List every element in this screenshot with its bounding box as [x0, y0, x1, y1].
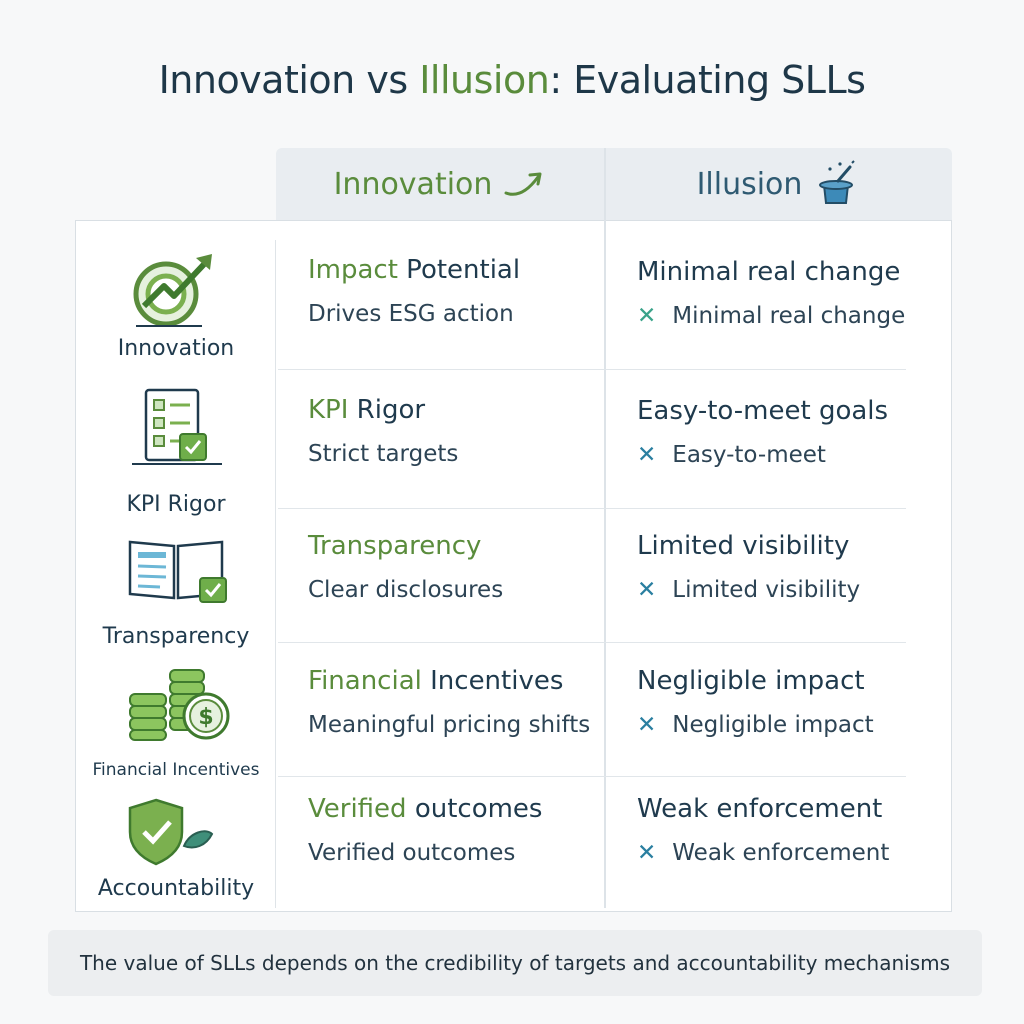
category-label: Transparency [102, 624, 250, 649]
cell-subtext: ✕ Weak enforcement [637, 840, 889, 866]
innovation-cell-financial: Financial Incentives Meaningful pricing … [308, 666, 590, 738]
category-kpi-rigor: KPI Rigor [78, 388, 274, 517]
page-title: Innovation vs Illusion: Evaluating SLLs [0, 58, 1024, 102]
column-header-illusion: Illusion [605, 148, 952, 220]
innovation-cell-kpi: KPI Rigor Strict targets [308, 395, 458, 467]
innovation-cell-accountability: Verified outcomes Verified outcomes [308, 794, 542, 866]
cell-heading-rest: Potential [397, 255, 521, 285]
cell-heading: Transparency [308, 531, 503, 561]
category-label: Innovation [117, 336, 235, 361]
cell-heading-rest: outcomes [406, 794, 543, 824]
category-accountability: Accountability [78, 796, 274, 901]
cell-subtext-text: Minimal real change [672, 303, 906, 329]
category-financial-incentives: $ Financial Incentives [78, 664, 274, 780]
row-separator [278, 776, 906, 777]
innovation-cell-impact: Impact Potential Drives ESG action [308, 255, 520, 327]
cell-heading: Verified outcomes [308, 794, 542, 824]
title-part-2: Illusion [419, 58, 550, 102]
cell-heading-accent: Impact [308, 255, 398, 285]
cell-subtext: ✕ Easy-to-meet [637, 442, 888, 468]
cell-subtext-text: Easy-to-meet [672, 442, 826, 468]
curved-arrow-icon [504, 172, 542, 196]
category-label: Financial Incentives [92, 760, 260, 780]
cross-icon: ✕ [637, 303, 657, 329]
innovation-cell-transparency: Transparency Clear disclosures [308, 531, 503, 603]
svg-text:$: $ [198, 705, 213, 730]
cell-heading: Minimal real change [637, 257, 901, 287]
category-innovation: Innovation [78, 250, 274, 361]
footer-note: The value of SLLs depends on the credibi… [48, 930, 982, 996]
row-separator [278, 642, 906, 643]
title-part-1: Innovation vs [158, 58, 420, 102]
cell-subtext: Clear disclosures [308, 577, 504, 603]
cell-heading-accent: KPI [308, 395, 349, 425]
illusion-cell-impact: Minimal real change ✕ Minimal real change [637, 257, 905, 329]
illusion-header-label: Illusion [696, 166, 803, 202]
cell-subtext-text: Weak enforcement [672, 840, 890, 866]
cell-subtext: ✕ Limited visibility [637, 577, 860, 603]
illusion-cell-accountability: Weak enforcement ✕ Weak enforcement [637, 794, 889, 866]
magic-hat-icon [819, 160, 856, 204]
cell-subtext: Drives ESG action [308, 301, 514, 327]
cell-heading-rest: Incentives [421, 666, 564, 696]
title-part-3: : Evaluating SLLs [549, 58, 866, 102]
cross-icon: ✕ [637, 442, 657, 468]
cell-subtext: Verified outcomes [308, 840, 516, 866]
category-divider [275, 240, 276, 908]
open-book-icon [128, 540, 227, 603]
cell-subtext: ✕ Negligible impact [637, 712, 874, 738]
cell-heading-accent: Transparency [308, 531, 482, 561]
illusion-cell-kpi: Easy-to-meet goals ✕ Easy-to-meet [637, 396, 888, 468]
category-label: Accountability [97, 876, 255, 901]
cell-subtext: Meaningful pricing shifts [308, 712, 591, 738]
cell-heading: Negligible impact [637, 666, 865, 696]
cell-heading-rest: Rigor [348, 395, 426, 425]
row-separator [278, 369, 906, 370]
cell-heading: Limited visibility [637, 531, 850, 561]
cell-subtext-text: Limited visibility [672, 577, 861, 603]
cell-heading-accent: Verified [308, 794, 407, 824]
cross-icon: ✕ [637, 577, 657, 603]
shield-check-icon [128, 798, 214, 866]
innovation-header-label: Innovation [333, 166, 493, 202]
cell-heading: Financial Incentives [308, 666, 590, 696]
cell-subtext: Strict targets [308, 441, 459, 467]
cell-heading: Easy-to-meet goals [637, 396, 889, 426]
illusion-cell-transparency: Limited visibility ✕ Limited visibility [637, 531, 860, 603]
checklist-icon [132, 388, 222, 465]
cross-icon: ✕ [637, 840, 657, 866]
column-divider [604, 148, 606, 908]
cell-heading: Weak enforcement [637, 794, 883, 824]
cell-heading: Impact Potential [308, 255, 520, 285]
column-header-innovation: Innovation [276, 148, 604, 220]
cell-heading-accent: Financial [308, 666, 422, 696]
category-transparency: Transparency [78, 536, 274, 649]
illusion-cell-financial: Negligible impact ✕ Negligible impact [637, 666, 874, 738]
target-growth-arrow-icon [133, 254, 212, 327]
cross-icon: ✕ [637, 712, 657, 738]
cell-subtext-text: Negligible impact [672, 712, 874, 738]
row-separator [278, 508, 906, 509]
cell-heading: KPI Rigor [308, 395, 458, 425]
category-label: KPI Rigor [126, 492, 226, 517]
coins-dollar-icon: $ [129, 669, 230, 741]
cell-subtext: ✕ Minimal real change [637, 303, 905, 329]
